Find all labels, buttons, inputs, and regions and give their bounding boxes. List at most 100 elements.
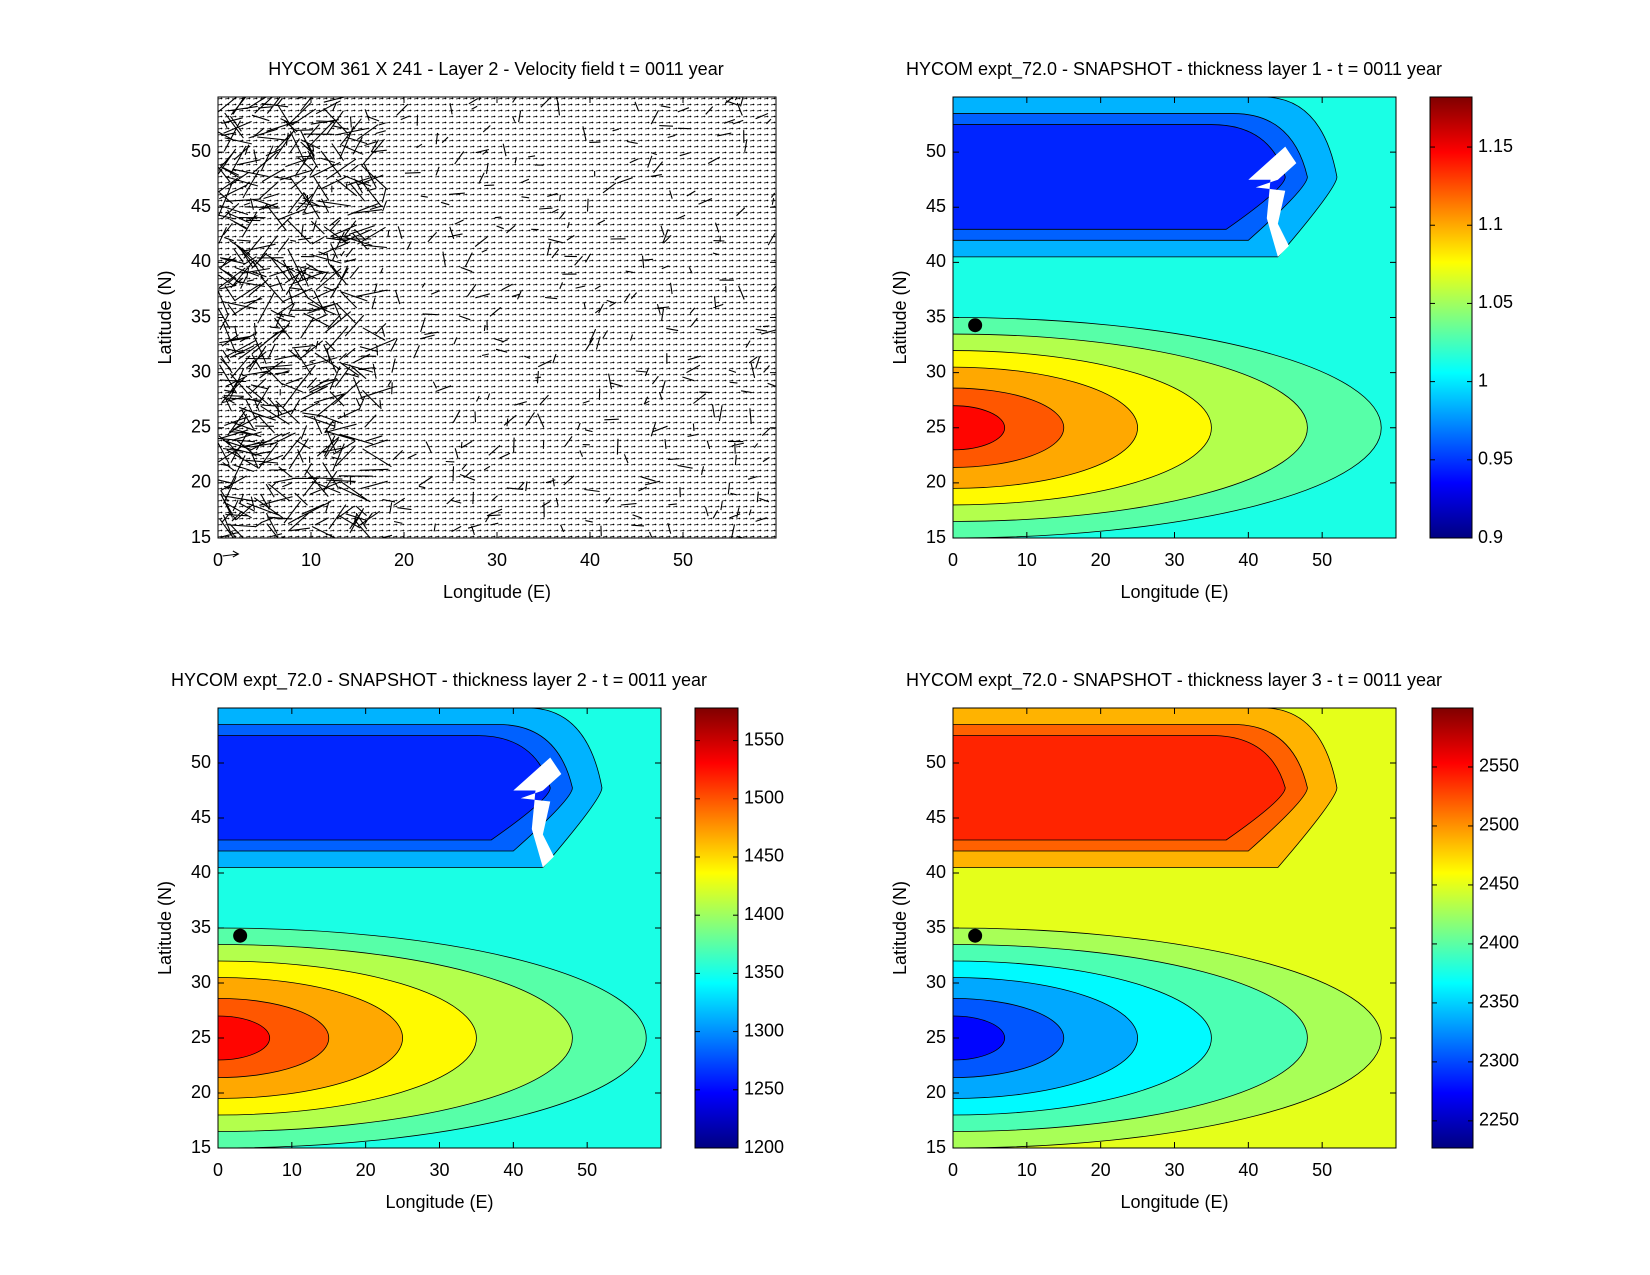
colorbar-tick-label: 1500 (744, 788, 784, 808)
chart-title: HYCOM 361 X 241 - Layer 2 - Velocity fie… (268, 59, 723, 79)
contour-fill (953, 998, 1065, 1078)
y-tick-label: 15 (191, 527, 211, 547)
x-tick-label: 50 (1312, 550, 1332, 570)
contour-fill (218, 998, 330, 1078)
colorbar-tick-label: 2550 (1479, 756, 1519, 776)
colorbar-tick-label: 1250 (744, 1079, 784, 1099)
y-tick-label: 20 (191, 1082, 211, 1102)
x-tick-label: 50 (1312, 1160, 1332, 1180)
plot-area (953, 97, 1396, 538)
y-tick-label: 50 (191, 141, 211, 161)
x-tick-label: 10 (282, 1160, 302, 1180)
x-tick-label: 0 (213, 1160, 223, 1180)
colorbar-tick-label: 1.05 (1478, 292, 1513, 312)
x-tick-label: 0 (213, 550, 223, 570)
contour-fill (953, 1015, 1006, 1061)
colorbar-tick-label: 1350 (744, 962, 784, 982)
y-tick-label: 45 (926, 196, 946, 216)
contour-fill (953, 405, 1006, 451)
colorbar-tick-label: 1450 (744, 846, 784, 866)
y-tick-label: 45 (191, 807, 211, 827)
x-axis-label: Longitude (E) (385, 1192, 493, 1212)
x-axis-label: Longitude (E) (443, 582, 551, 602)
contour-fill (953, 735, 1286, 841)
reference-arrow (222, 550, 240, 558)
y-tick-label: 15 (191, 1137, 211, 1157)
colorbar (1431, 707, 1474, 1149)
colorbar-tick-label: 1.1 (1478, 214, 1503, 234)
y-tick-label: 35 (926, 917, 946, 937)
x-tick-label: 20 (1091, 550, 1111, 570)
chart-title: HYCOM expt_72.0 - SNAPSHOT - thickness l… (906, 59, 1442, 80)
colorbar-tick-label: 1400 (744, 904, 784, 924)
plot-area (218, 708, 661, 1148)
y-tick-label: 40 (926, 251, 946, 271)
y-tick-label: 15 (926, 527, 946, 547)
contour-fill (953, 387, 1065, 468)
land-mask (1248, 146, 1297, 257)
x-tick-label: 40 (1238, 550, 1258, 570)
x-tick-label: 0 (948, 550, 958, 570)
colorbar (1429, 96, 1473, 539)
y-tick-label: 30 (191, 972, 211, 992)
y-tick-label: 50 (926, 141, 946, 161)
chart-title: HYCOM expt_72.0 - SNAPSHOT - thickness l… (906, 670, 1442, 691)
y-axis-label: Latitude (N) (155, 881, 175, 975)
x-tick-label: 40 (1238, 1160, 1258, 1180)
y-tick-label: 25 (926, 1027, 946, 1047)
y-tick-label: 45 (191, 196, 211, 216)
colorbar-tick-label: 2400 (1479, 933, 1519, 953)
contour-fill (953, 124, 1286, 230)
x-tick-label: 10 (1017, 550, 1037, 570)
x-tick-label: 10 (1017, 1160, 1037, 1180)
x-tick-label: 50 (577, 1160, 597, 1180)
y-axis-label: Latitude (N) (155, 270, 175, 364)
y-tick-label: 20 (926, 1082, 946, 1102)
y-tick-label: 50 (191, 752, 211, 772)
colorbar-tick-label: 2300 (1479, 1051, 1519, 1071)
eddy (968, 928, 983, 943)
y-tick-label: 20 (926, 472, 946, 492)
x-tick-label: 50 (673, 550, 693, 570)
colorbar-tick-label: 2450 (1479, 874, 1519, 894)
colorbar-tick-label: 1200 (744, 1137, 784, 1157)
y-tick-label: 50 (926, 752, 946, 772)
y-tick-label: 35 (926, 306, 946, 326)
x-tick-label: 20 (394, 550, 414, 570)
x-tick-label: 30 (1164, 550, 1184, 570)
x-axis-label: Longitude (E) (1120, 582, 1228, 602)
colorbar-tick-label: 0.9 (1478, 527, 1503, 547)
x-axis-label: Longitude (E) (1120, 1192, 1228, 1212)
plot-area (218, 97, 776, 538)
eddy (233, 928, 248, 943)
y-tick-label: 25 (926, 417, 946, 437)
y-tick-label: 25 (191, 417, 211, 437)
y-axis-label: Latitude (N) (890, 270, 910, 364)
y-tick-label: 30 (191, 361, 211, 381)
vector-field (218, 97, 776, 538)
y-tick-label: 35 (191, 306, 211, 326)
y-tick-label: 40 (191, 862, 211, 882)
x-tick-label: 30 (487, 550, 507, 570)
y-axis-label: Latitude (N) (890, 881, 910, 975)
y-tick-label: 45 (926, 807, 946, 827)
y-tick-label: 30 (926, 972, 946, 992)
y-tick-label: 30 (926, 361, 946, 381)
colorbar-tick-label: 1550 (744, 729, 784, 749)
vector-strokes (218, 97, 776, 538)
colorbar-tick-label: 1.15 (1478, 136, 1513, 156)
colorbar (694, 707, 739, 1149)
y-tick-label: 25 (191, 1027, 211, 1047)
y-tick-label: 20 (191, 472, 211, 492)
colorbar-tick-label: 0.95 (1478, 449, 1513, 469)
colorbar-tick-label: 2350 (1479, 992, 1519, 1012)
land-mask (513, 757, 562, 868)
colorbar-tick-label: 2250 (1479, 1110, 1519, 1130)
x-tick-label: 10 (301, 550, 321, 570)
x-tick-label: 20 (1091, 1160, 1111, 1180)
colorbar-tick-label: 1300 (744, 1020, 784, 1040)
chart-title: HYCOM expt_72.0 - SNAPSHOT - thickness l… (171, 670, 707, 691)
y-tick-label: 35 (191, 917, 211, 937)
y-tick-label: 15 (926, 1137, 946, 1157)
